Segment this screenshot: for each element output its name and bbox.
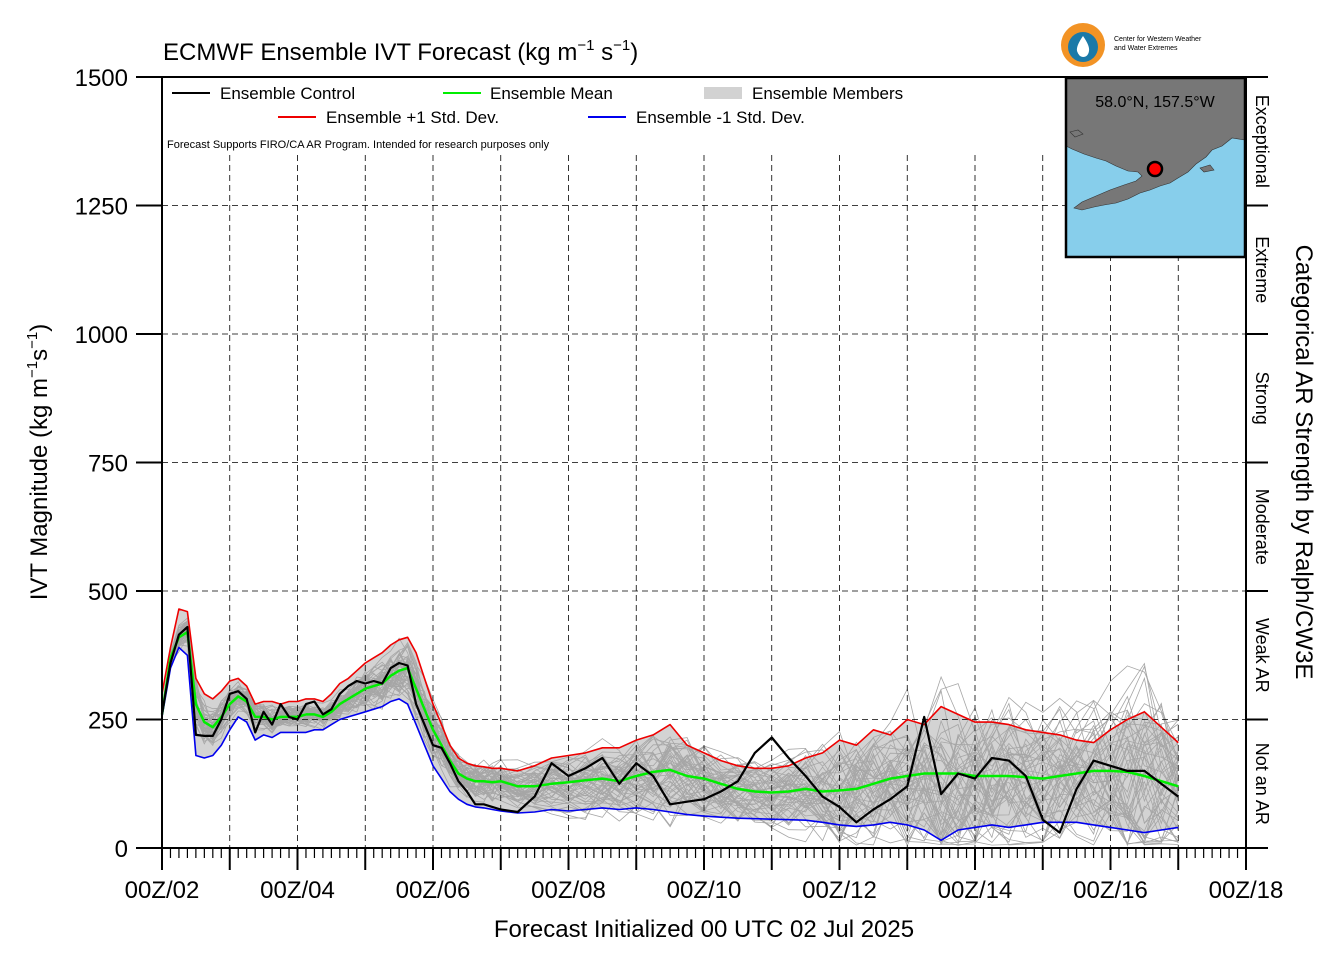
location-inset-map: 58.0°N, 157.5°W <box>1064 76 1247 259</box>
y-tick-label: 0 <box>115 836 128 863</box>
x-ticks: 00Z/02 00Z/04 00Z/06 00Z/08 00Z/10 00Z/12 00Z/… <box>125 848 1284 904</box>
x-tick-label: 00Z/14 <box>938 877 1013 904</box>
ylabel-text: IVT Magnitude (kg m <box>26 378 53 600</box>
title-end: ) <box>630 39 638 66</box>
series-layer <box>160 608 1179 842</box>
legend: Ensemble Control Ensemble Mean Ensemble … <box>164 79 944 153</box>
ylabel-exp1: −1 <box>24 361 41 378</box>
inset-frame <box>1064 76 1247 259</box>
ylabel-mid: s <box>26 349 53 361</box>
logo-text-line1: Center for Western Weather <box>1114 36 1202 43</box>
y-tick-label: 1500 <box>75 65 128 92</box>
legend-members-swatch <box>704 87 742 99</box>
x-tick-label: 00Z/06 <box>396 877 471 904</box>
inset-land <box>1065 77 1246 211</box>
ar-category-axis: Not an AR Weak AR Moderate Strong Extreme Exc… <box>1246 76 1272 849</box>
category-label: Not an AR <box>1252 743 1272 825</box>
y-axis-label: IVT Magnitude (kg m−1s−1) <box>24 324 53 601</box>
grid-layer <box>162 155 1246 848</box>
title-mid: s <box>594 39 613 66</box>
y-tick-label: 750 <box>88 451 128 478</box>
x-tick-label: 00Z/10 <box>667 877 742 904</box>
x-tick-label: 00Z/18 <box>1209 877 1284 904</box>
x-tick-label: 00Z/16 <box>1073 877 1148 904</box>
y-tick-label: 250 <box>88 708 128 735</box>
y-tick-label: 1250 <box>75 194 128 221</box>
ylabel-end: ) <box>26 324 53 332</box>
x-tick-label: 00Z/02 <box>125 877 200 904</box>
category-label: Extreme <box>1252 236 1272 303</box>
y-tick-label: 500 <box>88 579 128 606</box>
right-axis-label: Categorical AR Strength by Ralph/CW3E <box>1290 245 1317 680</box>
title-exp2: −1 <box>613 37 630 54</box>
category-label: Strong <box>1252 372 1272 425</box>
legend-mean-label: Ensemble Mean <box>490 84 613 103</box>
location-label: 58.0°N, 157.5°W <box>1095 94 1215 111</box>
logo-text-line2: and Water Extremes <box>1114 45 1178 52</box>
inset-islands <box>1069 129 1215 173</box>
chart-title: ECMWF Ensemble IVT Forecast (kg m−1 s−1) <box>163 37 638 66</box>
series-line-plus-sd <box>161 608 1179 772</box>
disclaimer-text: Forecast Supports FIRO/CA AR Program. In… <box>167 139 550 151</box>
series-line-control <box>160 625 1179 834</box>
legend-control-label: Ensemble Control <box>220 84 355 103</box>
x-axis-label: Forecast Initialized 00 UTC 02 Jul 2025 <box>494 916 914 943</box>
x-tick-label: 00Z/08 <box>531 877 606 904</box>
title-text: ECMWF Ensemble IVT Forecast (kg m <box>163 39 577 66</box>
series-line-minus-sd <box>161 646 1179 842</box>
legend-members-label: Ensemble Members <box>752 84 903 103</box>
x-tick-label: 00Z/04 <box>260 877 335 904</box>
cw3e-logo: Center for Western Weather and Water Ext… <box>1061 23 1202 67</box>
location-marker <box>1146 160 1164 178</box>
title-exp1: −1 <box>577 37 594 54</box>
category-label: Exceptional <box>1252 95 1272 188</box>
ylabel-exp2: −1 <box>24 332 41 349</box>
legend-minus-sd-label: Ensemble -1 Std. Dev. <box>636 108 805 127</box>
category-label: Weak AR <box>1252 618 1272 693</box>
water-drop-icon <box>1076 36 1090 57</box>
x-tick-label: 00Z/12 <box>802 877 877 904</box>
y-ticks: 0 250 500 750 1000 1250 1500 <box>75 65 162 863</box>
y-tick-label: 1000 <box>75 322 128 349</box>
category-label: Moderate <box>1252 489 1272 565</box>
legend-plus-sd-label: Ensemble +1 Std. Dev. <box>326 108 499 127</box>
